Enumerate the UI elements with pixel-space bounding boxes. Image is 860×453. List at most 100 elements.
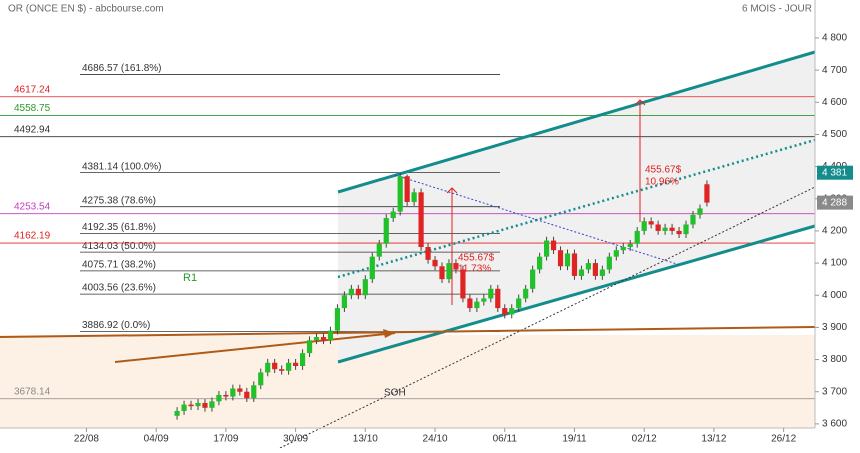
y-tick-label: 4 000 (822, 290, 847, 301)
candle-body (509, 308, 515, 315)
annotation: 455.67$ (458, 253, 495, 264)
candle-body (502, 308, 508, 315)
header-period: 6 MOIS - JOUR (742, 4, 812, 15)
annotation: 10.96% (645, 177, 679, 188)
candle-body (516, 298, 522, 309)
candle-body (209, 401, 215, 408)
arrow-head (383, 329, 395, 338)
candle-body (327, 330, 334, 341)
candle-body (634, 230, 640, 244)
fib-label: 4192.35 (61.8%) (82, 222, 156, 233)
candle-body (669, 227, 675, 231)
fib-label: 4003.56 (23.6%) (82, 283, 156, 294)
candle-body (488, 288, 494, 299)
fib-label: 4134.03 (50.0%) (82, 241, 156, 252)
candle-body (272, 362, 278, 370)
x-tick-label: 22/08 (74, 434, 99, 445)
candle-body (299, 353, 306, 366)
candle-body (411, 192, 417, 202)
x-tick-label: 13/10 (353, 434, 378, 445)
y-tick-label: 4 700 (822, 65, 847, 76)
candle-body (453, 263, 459, 270)
candle-body (202, 402, 208, 408)
y-tick-label: 4 800 (822, 33, 847, 44)
y-tick-label: 3 700 (822, 386, 847, 397)
soh-line (279, 186, 816, 449)
candle-body (390, 211, 396, 219)
candle-body (432, 259, 438, 267)
y-tick-label: 4 200 (822, 226, 847, 237)
candle-body (697, 208, 703, 215)
fib-label: 3886.92 (0.0%) (82, 320, 150, 331)
candle-body (613, 250, 619, 257)
candle-body (704, 184, 710, 203)
candle-body (223, 394, 229, 397)
level-label: 4253.54 (14, 201, 51, 212)
candle-body (683, 224, 689, 235)
fib-label: 4381.14 (100.0%) (82, 161, 162, 172)
candle-body (258, 372, 264, 386)
candle-body (362, 279, 368, 296)
candle-body (195, 402, 201, 407)
x-tick-label: 06/11 (493, 434, 518, 445)
x-tick-label: 19/11 (562, 434, 587, 445)
candle-body (404, 176, 410, 202)
candle-body (530, 269, 536, 289)
candle-body (244, 391, 250, 399)
candle-body (306, 340, 313, 354)
candle-body (439, 266, 445, 280)
fib-label: 4075.71 (38.2%) (82, 260, 156, 271)
candle-body (418, 192, 424, 247)
candle-body (571, 253, 578, 276)
y-tick-label: 3 800 (822, 354, 847, 365)
level-label: 4617.24 (14, 84, 51, 95)
candle-body (230, 388, 236, 397)
price-tag-label: 4 288 (822, 197, 847, 208)
candle-body (690, 214, 696, 225)
candle-body (564, 253, 571, 267)
x-tick-label: 02/12 (632, 434, 657, 445)
level-label: 4162.19 (14, 231, 51, 242)
fib-label: 4686.57 (161.8%) (82, 63, 162, 74)
x-tick-label: 13/12 (701, 434, 726, 445)
price-tag-label: 4 381 (822, 167, 847, 178)
candle-body (174, 411, 180, 416)
trend-line (394, 174, 681, 266)
candle-body (606, 256, 612, 270)
candle-body (543, 240, 550, 257)
arrow-line (114, 332, 396, 363)
candle-body (251, 385, 257, 399)
y-tick-label: 3 600 (822, 419, 847, 430)
candle-body (662, 227, 668, 231)
x-tick-label: 26/12 (771, 434, 796, 445)
candle-body (348, 288, 354, 296)
measure-arrow (634, 99, 646, 106)
candle-body (676, 230, 682, 235)
y-tick-label: 4 500 (822, 129, 847, 140)
candle-body (216, 394, 222, 402)
candle-body (460, 269, 466, 299)
candle-body (181, 404, 187, 412)
support-line (0, 326, 816, 338)
x-tick-label: 30/09 (283, 434, 308, 445)
measure-arrow (446, 187, 458, 194)
candle-body (474, 301, 480, 309)
candle-body (293, 362, 299, 366)
candle-body (341, 295, 348, 309)
candle-body (523, 288, 529, 299)
price-tag (817, 195, 853, 210)
y-tick-label: 4 600 (822, 97, 847, 108)
y-tick-label: 4 100 (822, 258, 847, 269)
candle-body (627, 243, 633, 247)
candle-body (481, 298, 487, 302)
candle-body (578, 269, 585, 276)
candle-body (446, 263, 452, 280)
level-label: 4492.94 (14, 124, 51, 135)
support-zone (0, 335, 815, 428)
annotation: 455.67$ (645, 165, 682, 176)
candle-body (265, 362, 271, 373)
annotation: 11.73% (458, 264, 491, 275)
candle-body (425, 246, 431, 260)
